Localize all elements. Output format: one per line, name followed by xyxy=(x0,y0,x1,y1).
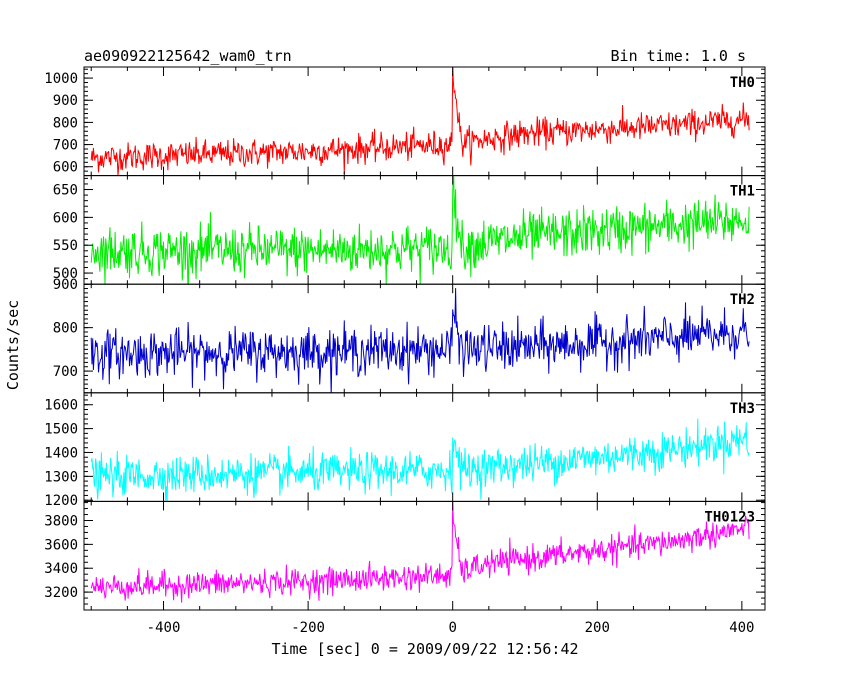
y-tick-label: 650 xyxy=(53,183,78,199)
y-tick-label: 3400 xyxy=(44,561,78,577)
panel-label: TH1 xyxy=(730,184,755,200)
x-tick-label: 0 xyxy=(448,620,456,636)
panel-label: TH3 xyxy=(730,401,755,417)
y-tick-label: 1500 xyxy=(44,422,78,438)
panel-th2: TH2 700 800 900 xyxy=(53,277,766,394)
series-line-th0123 xyxy=(90,501,750,603)
y-tick-label: 550 xyxy=(53,238,78,254)
y-tick-label: 1000 xyxy=(44,71,78,87)
y-tick-label: 600 xyxy=(53,160,78,176)
panel-frame xyxy=(83,500,766,611)
series-line-th3 xyxy=(90,418,750,502)
panel-frame xyxy=(83,175,766,285)
y-tick-label: 700 xyxy=(53,364,78,380)
x-tick-label: 400 xyxy=(729,620,754,636)
y-tick-label: 900 xyxy=(53,277,78,293)
chart-title: ae090922125642_wam0_trn xyxy=(84,47,292,65)
x-axis: -400 -200 0 200 400 xyxy=(147,620,755,636)
y-tick-label: 900 xyxy=(53,93,78,109)
series-line-th0 xyxy=(90,67,750,176)
panel-label: TH0123 xyxy=(704,509,755,525)
series-line-th2 xyxy=(90,288,750,393)
panel-th3: TH3 1200 1300 1400 1500 1600 xyxy=(44,392,766,509)
y-tick-label: 800 xyxy=(53,115,78,131)
y-tick-label: 3600 xyxy=(44,537,78,553)
y-tick-label: 1600 xyxy=(44,398,78,414)
y-tick-label: 3200 xyxy=(44,585,78,601)
y-tick-label: 1400 xyxy=(44,445,78,461)
panel-th0: TH0 600 700 800 900 1000 xyxy=(44,66,766,177)
y-tick-label: 800 xyxy=(53,321,78,337)
bin-time-label: Bin time: 1.0 s xyxy=(611,47,746,65)
panels: TH0 600 700 800 900 1000 TH1 500 550 600 650 TH2 700… xyxy=(44,66,766,611)
x-tick-label: -400 xyxy=(147,620,181,636)
series-line-th1 xyxy=(90,175,750,285)
panel-label: TH2 xyxy=(730,292,755,308)
y-tick-label: 3800 xyxy=(44,513,78,529)
y-tick-label: 500 xyxy=(53,266,78,282)
panel-th0123: TH0123 3200 3400 3600 3800 xyxy=(44,500,766,611)
panel-label: TH0 xyxy=(730,75,755,91)
y-axis-label: Counts/sec xyxy=(4,300,22,390)
x-tick-label: -200 xyxy=(291,620,325,636)
y-tick-label: 1200 xyxy=(44,493,78,509)
y-tick-label: 1300 xyxy=(44,469,78,485)
x-tick-label: 200 xyxy=(585,620,610,636)
panel-th1: TH1 500 550 600 650 xyxy=(53,175,766,285)
x-axis-label: Time [sec] 0 = 2009/09/22 12:56:42 xyxy=(271,640,578,658)
y-tick-label: 600 xyxy=(53,210,78,226)
y-tick-label: 700 xyxy=(53,138,78,154)
